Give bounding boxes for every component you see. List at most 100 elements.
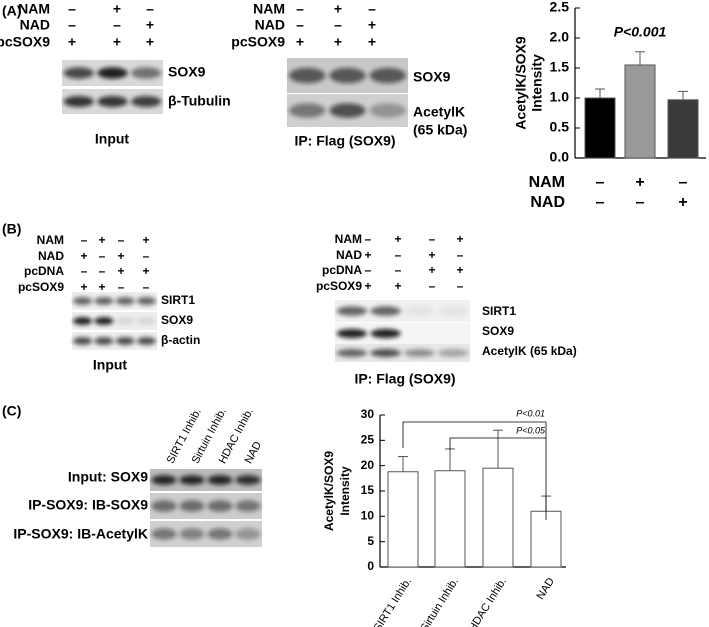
sign: – [68, 17, 76, 33]
sign: – [596, 194, 605, 211]
y-tick-label: 1.0 [550, 89, 570, 105]
y-tick-label: 0 [367, 559, 374, 573]
row-label: NAD [255, 17, 285, 33]
blot-band [235, 500, 261, 512]
row-label: NAM [335, 232, 362, 246]
caption: Input [95, 131, 130, 147]
sign: + [113, 34, 121, 50]
blot-band [63, 96, 94, 107]
row-label: Input: SOX9 [68, 469, 148, 485]
sign: + [98, 280, 105, 294]
caption: IP: Flag (SOX9) [354, 371, 455, 387]
y-tick-label: 2.5 [550, 0, 570, 15]
y-tick-label: 25 [361, 433, 375, 447]
sign: – [679, 174, 688, 191]
blot-band [115, 297, 135, 305]
blot-strip [72, 312, 157, 330]
blot-band [73, 297, 93, 305]
blot-band [179, 528, 205, 540]
blot-band [207, 528, 233, 540]
sign: + [80, 280, 87, 294]
band-label: SOX9 [413, 69, 451, 85]
blot-band [115, 337, 135, 345]
blot-band [329, 103, 366, 118]
blot-band [179, 475, 205, 485]
sign: – [596, 174, 605, 191]
sign: – [146, 1, 154, 17]
blot-band [207, 500, 233, 512]
blot-band [437, 349, 469, 357]
y-tick-label: 0.5 [550, 119, 570, 135]
sign: – [296, 17, 304, 33]
y-tick-label: 5 [367, 534, 374, 548]
sign: – [636, 194, 645, 211]
bar [530, 510, 562, 568]
row-label: NAD [20, 17, 50, 33]
sign: + [334, 1, 342, 17]
blot-band [207, 475, 233, 485]
panel-label: (A) [2, 3, 21, 19]
sign: + [113, 1, 121, 17]
lane-label: NAD [243, 440, 265, 466]
blot-band [63, 67, 94, 79]
blot-band [136, 317, 156, 325]
blot-band [131, 96, 162, 107]
sign: + [142, 264, 149, 278]
row-label: NAD [38, 249, 64, 263]
blot-strip [335, 344, 470, 362]
band-label: SOX9 [482, 324, 514, 338]
caption: IP: Flag (SOX9) [294, 133, 395, 149]
row-label: NAM [37, 233, 64, 247]
y-tick-label: 15 [361, 483, 375, 497]
sign: – [429, 232, 436, 246]
sign: – [334, 17, 342, 33]
sign: – [457, 248, 464, 262]
y-tick-label: 1.5 [550, 59, 570, 75]
row-label: pcSOX9 [316, 279, 362, 293]
sign: + [142, 233, 149, 247]
annotation: P<0.01 [516, 408, 545, 418]
band-label: β-Tubulin [168, 93, 231, 109]
sign: + [117, 249, 124, 263]
row-label: NAM [18, 1, 50, 17]
y-axis-label: Intensity [529, 54, 545, 112]
y-axis-label: Intensity [338, 466, 352, 516]
blot-band [404, 349, 435, 357]
sign: – [395, 248, 402, 262]
row-label: pcSOX9 [18, 280, 64, 294]
annotation: P<0.05 [516, 425, 546, 435]
sign: – [429, 279, 436, 293]
sign: – [457, 279, 464, 293]
sign: + [146, 34, 154, 50]
sign: – [143, 280, 150, 294]
blot-band [329, 67, 366, 84]
bar [434, 470, 466, 568]
panel-label: (C) [2, 403, 21, 419]
blot-band [73, 337, 93, 345]
blot-band [369, 103, 406, 118]
row-label: IP-SOX9: IB-AcetylK [13, 526, 148, 542]
sign: – [395, 263, 402, 277]
row-label: NAD [336, 248, 362, 262]
sign: – [99, 249, 106, 263]
sign: + [368, 34, 376, 50]
blot-band [370, 328, 401, 339]
sign: + [428, 248, 435, 262]
row-label: pcDNA [24, 264, 64, 278]
x-tick-label: Sirtuin Inhib. [418, 576, 461, 627]
sign: + [428, 263, 435, 277]
band-label: AcetylK (65 kDa) [482, 344, 577, 358]
sign: + [364, 248, 371, 262]
blot-band [151, 475, 177, 485]
y-axis-label: AcetylK/SOX9 [322, 451, 336, 531]
sign: + [678, 194, 687, 211]
blot-band [131, 67, 162, 79]
band-label: SOX9 [161, 313, 193, 327]
sign: – [113, 17, 121, 33]
sign: + [117, 264, 124, 278]
blot-band [437, 306, 469, 316]
bar [667, 99, 699, 159]
band-label: AcetylK [413, 104, 465, 120]
bracket [402, 421, 547, 520]
sign: – [296, 1, 304, 17]
